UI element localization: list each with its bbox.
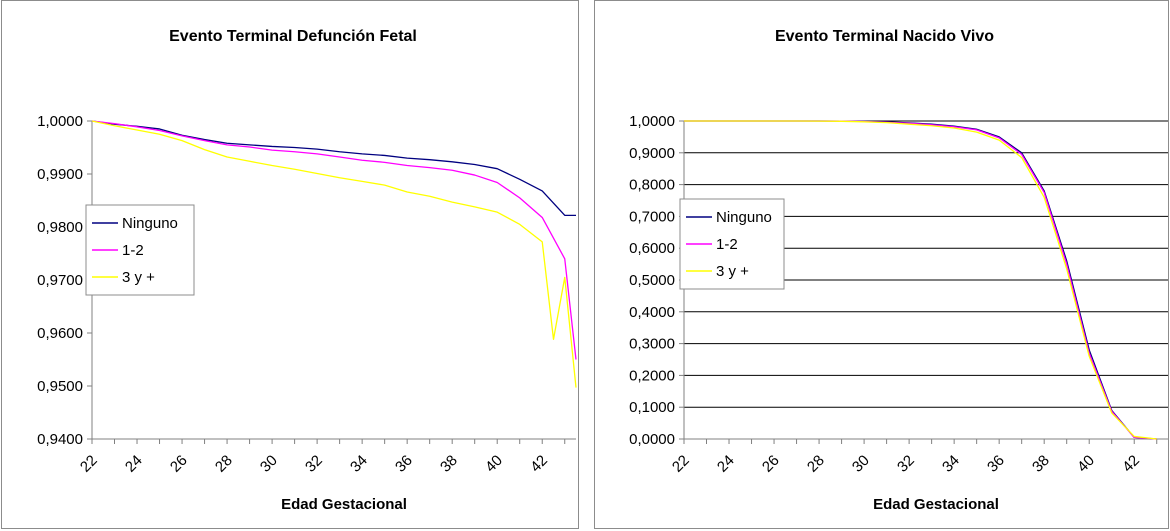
x-tick-label: 30	[257, 452, 281, 476]
x-tick-label: 22	[77, 452, 101, 476]
x-tick-label: 22	[669, 452, 693, 476]
y-tick-label: 0,9000	[629, 145, 675, 162]
y-tick-label: 0,9400	[37, 431, 83, 448]
y-tick-label: 0,6000	[629, 240, 675, 257]
y-tick-label: 1,0000	[629, 113, 675, 130]
y-tick-label: 0,0000	[629, 431, 675, 448]
x-tick-label: 36	[392, 452, 416, 476]
x-tick-label: 34	[347, 452, 371, 476]
y-tick-label: 1,0000	[37, 113, 83, 130]
x-tick-label: 42	[527, 452, 551, 476]
x-tick-label: 30	[849, 452, 873, 476]
x-axis-title: Edad Gestacional	[281, 496, 407, 513]
chart-title: Evento Terminal Nacido Vivo	[775, 28, 994, 45]
legend-label: Ninguno	[716, 209, 772, 226]
y-tick-label: 0,9900	[37, 166, 83, 183]
y-tick-label: 0,9700	[37, 272, 83, 289]
chart-fetal-death: Evento Terminal Defunción Fetal 1,0000 0,9…	[37, 28, 577, 513]
series-line-1	[91, 120, 577, 360]
legend-label: 1-2	[716, 236, 738, 253]
legend-label: 3 y +	[716, 263, 749, 280]
chart-title: Evento Terminal Defunción Fetal	[169, 28, 417, 45]
chart-panel-live-birth: Evento Terminal Nacido Vivo 1,0000 0,9000 0…	[594, 0, 1169, 529]
x-tick-label: 28	[804, 452, 828, 476]
x-tick-label: 34	[939, 452, 963, 476]
x-tick-label: 38	[437, 452, 461, 476]
y-tick-label: 0,3000	[629, 336, 675, 353]
x-tick-label: 36	[984, 452, 1008, 476]
series-line-2	[684, 120, 1157, 440]
y-tick-label: 0,8000	[629, 177, 675, 194]
y-tick-label: 0,9500	[37, 378, 83, 395]
x-tick-label: 40	[482, 452, 506, 476]
x-tick-label: 32	[894, 452, 918, 476]
x-tick-label: 32	[302, 452, 326, 476]
series-line-0	[91, 120, 576, 216]
x-axis-title: Edad Gestacional	[873, 496, 999, 513]
y-tick-label: 0,7000	[629, 208, 675, 225]
y-tick-label: 0,4000	[629, 304, 675, 321]
x-tick-label: 38	[1029, 452, 1053, 476]
chart-live-birth: Evento Terminal Nacido Vivo 1,0000 0,9000 0…	[629, 28, 1168, 513]
legend-label: 3 y +	[122, 269, 155, 286]
x-tick-label: 26	[759, 452, 783, 476]
legend-label: Ninguno	[122, 215, 178, 232]
x-tick-label: 28	[212, 452, 236, 476]
chart-panel-fetal-death: Evento Terminal Defunción Fetal 1,0000 0,9…	[1, 0, 579, 529]
series-line-2	[91, 120, 577, 388]
y-tick-label: 0,9800	[37, 219, 83, 236]
y-tick-label: 0,5000	[629, 272, 675, 289]
legend-label: 1-2	[122, 242, 144, 259]
x-tick-label: 42	[1119, 452, 1143, 476]
y-tick-label: 0,9600	[37, 325, 83, 342]
x-tick-label: 24	[714, 452, 738, 476]
y-tick-label: 0,1000	[629, 399, 675, 416]
x-tick-label: 40	[1074, 452, 1098, 476]
x-tick-label: 24	[122, 452, 146, 476]
y-tick-label: 0,2000	[629, 367, 675, 384]
x-tick-label: 26	[167, 452, 191, 476]
